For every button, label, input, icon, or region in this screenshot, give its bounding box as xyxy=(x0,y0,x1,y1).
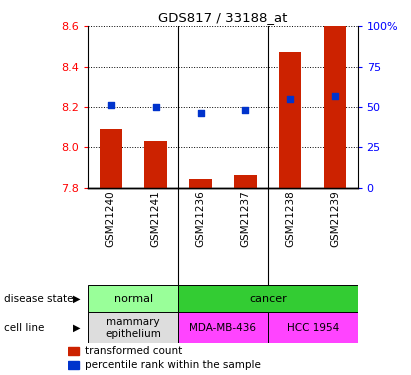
Bar xyxy=(99,129,122,188)
Text: MDA-MB-436: MDA-MB-436 xyxy=(189,323,256,333)
Bar xyxy=(189,180,212,188)
Point xyxy=(197,110,204,116)
Bar xyxy=(88,285,178,313)
Point xyxy=(108,102,114,108)
Point xyxy=(152,104,159,110)
Bar xyxy=(88,312,178,343)
Text: ▶: ▶ xyxy=(73,294,80,304)
Title: GDS817 / 33188_at: GDS817 / 33188_at xyxy=(158,11,288,24)
Text: cancer: cancer xyxy=(249,294,287,304)
Text: GSM21241: GSM21241 xyxy=(151,190,161,247)
Bar xyxy=(279,53,302,188)
Point xyxy=(287,96,293,102)
Text: transformed count: transformed count xyxy=(85,346,182,356)
Text: GSM21237: GSM21237 xyxy=(240,190,250,247)
Text: GSM21238: GSM21238 xyxy=(285,190,295,247)
Text: disease state: disease state xyxy=(4,294,74,304)
Bar xyxy=(178,285,358,313)
Text: GSM21240: GSM21240 xyxy=(106,190,116,247)
Text: cell line: cell line xyxy=(4,323,44,333)
Bar xyxy=(324,26,346,188)
Text: GSM21236: GSM21236 xyxy=(196,190,206,247)
Bar xyxy=(68,361,79,369)
Bar xyxy=(268,312,358,343)
Text: normal: normal xyxy=(114,294,153,304)
Text: percentile rank within the sample: percentile rank within the sample xyxy=(85,360,261,370)
Bar xyxy=(234,176,256,188)
Point xyxy=(332,93,338,99)
Text: ▶: ▶ xyxy=(73,323,80,333)
Text: mammary
epithelium: mammary epithelium xyxy=(105,317,161,339)
Text: HCC 1954: HCC 1954 xyxy=(286,323,339,333)
Point xyxy=(242,107,249,113)
Bar xyxy=(144,141,167,188)
Bar xyxy=(178,312,268,343)
Bar xyxy=(68,346,79,355)
Text: GSM21239: GSM21239 xyxy=(330,190,340,247)
